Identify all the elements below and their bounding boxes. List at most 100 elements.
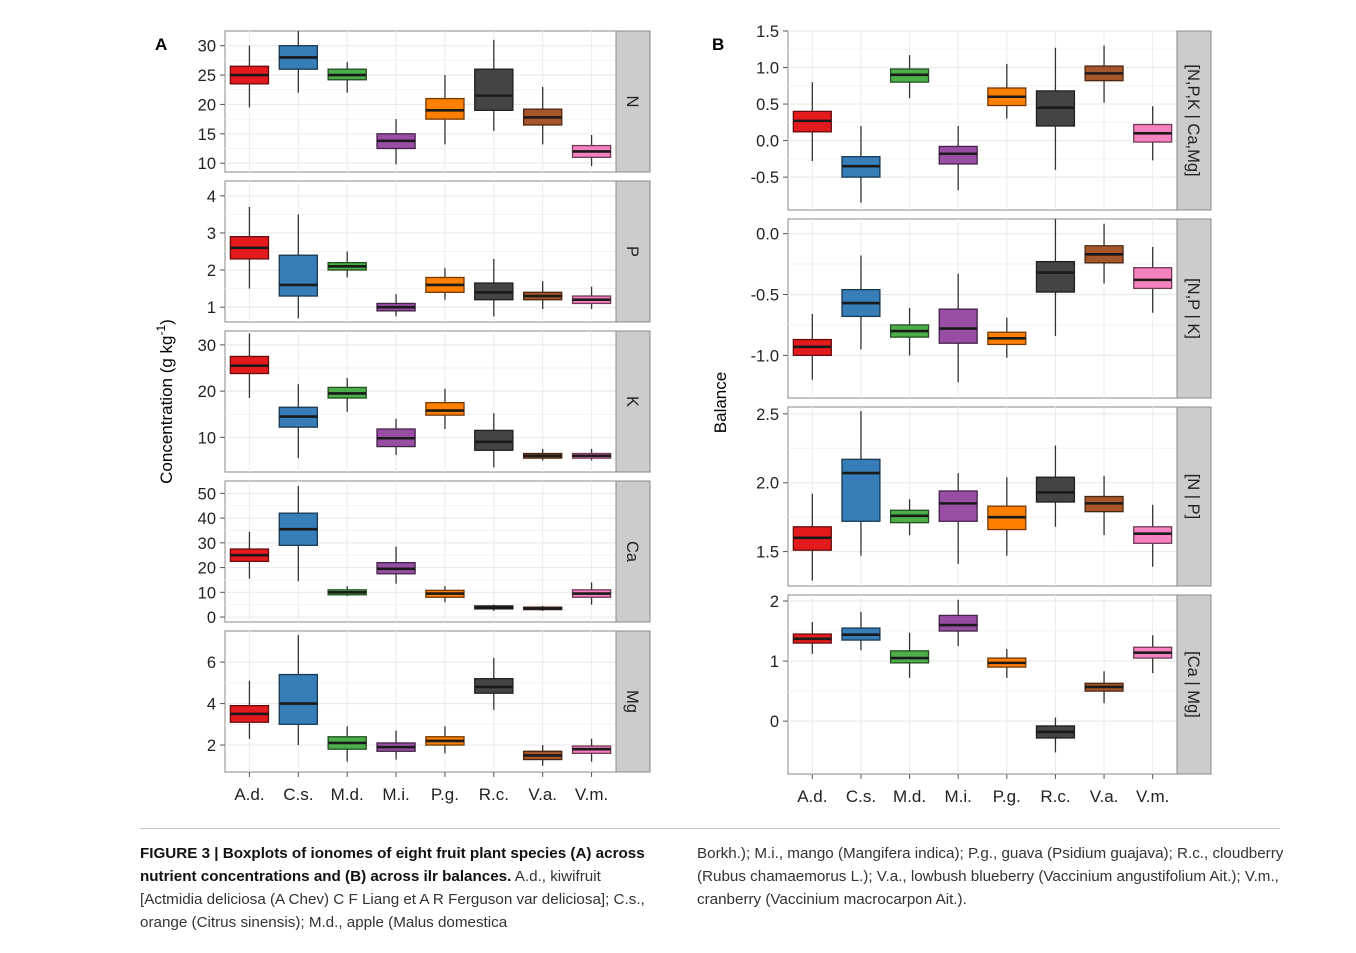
facet-strip-label: Mg [623, 690, 641, 713]
y-tick-label: 10 [198, 155, 216, 173]
box-body [425, 402, 465, 416]
facet-3: 0 1 2 [Ca | Mg] [770, 593, 1212, 775]
box-M.i. [376, 730, 416, 760]
box-V.a. [522, 745, 563, 766]
box-A.d. [229, 680, 270, 739]
facet-strip [1176, 30, 1212, 211]
box-C.s. [278, 214, 319, 319]
box-M.d. [327, 378, 367, 412]
x-tick-label: A.d. [797, 787, 827, 806]
box-R.c. [474, 258, 514, 317]
box-R.c. [1035, 445, 1076, 527]
box-R.c. [1035, 47, 1076, 170]
facet-panel [787, 30, 1178, 211]
y-tick-label: -0.5 [751, 286, 779, 304]
x-tick-label: V.a. [528, 785, 557, 804]
box-A.d. [229, 333, 270, 399]
box-M.d. [327, 251, 367, 278]
facet-strip-label: Ca [623, 541, 641, 563]
box-R.c. [474, 657, 514, 710]
caption-label: FIGURE 3 | Boxplots of ionomes of eight … [140, 845, 645, 885]
box-V.m. [571, 738, 612, 762]
facet-2: 10 20 30 K [198, 330, 651, 473]
facet-strip [615, 630, 651, 773]
y-tick-label: 6 [207, 654, 216, 672]
box-body [938, 145, 978, 165]
box-A.d. [792, 622, 832, 654]
box-C.s. [841, 611, 881, 651]
box-V.a. [1084, 223, 1124, 284]
box-V.m. [571, 582, 612, 605]
box-R.c. [1035, 219, 1076, 336]
facet-strip-label: P [623, 246, 641, 257]
y-tick-label: 2.5 [756, 406, 779, 424]
box-M.i. [376, 294, 416, 317]
box-P.g. [987, 317, 1027, 358]
x-tick-label: P.g. [431, 785, 459, 804]
facet-strip-label: [N,P,K | Ca,Mg] [1184, 64, 1202, 176]
facet-strip-label: [N | P] [1184, 474, 1202, 520]
box-V.m. [1133, 635, 1173, 674]
box-M.i. [938, 473, 978, 564]
y-tick-label: 15 [198, 126, 216, 144]
panel-label: B [712, 35, 724, 54]
box-A.d. [229, 206, 270, 289]
box-P.g. [425, 388, 465, 430]
y-tick-label: 4 [207, 188, 216, 206]
box-V.a. [522, 281, 563, 310]
facet-strip [1176, 406, 1212, 587]
box-C.s. [841, 411, 881, 556]
facet-panel [224, 330, 617, 473]
y-tick-label: 20 [198, 383, 216, 401]
box-M.d. [889, 632, 930, 678]
box-R.c. [474, 39, 514, 131]
box-M.d. [889, 307, 930, 356]
x-tick-label: R.c. [479, 785, 509, 804]
y-tick-label: 0.0 [756, 226, 779, 244]
panel-label: A [155, 35, 167, 54]
facet-strip [615, 30, 651, 173]
y-tick-label: -0.5 [751, 169, 779, 187]
box-M.i. [376, 119, 416, 165]
y-tick-label: 50 [198, 485, 216, 503]
box-M.d. [327, 586, 367, 597]
y-tick-label: 0 [770, 713, 779, 731]
box-A.d. [792, 493, 832, 581]
box-M.d. [889, 55, 930, 99]
x-tick-label: V.m. [575, 785, 608, 804]
box-body [938, 614, 978, 632]
facet-strip [615, 480, 651, 623]
box-C.s. [278, 31, 319, 93]
y-tick-label: 1 [770, 653, 779, 671]
x-tick-label: P.g. [993, 787, 1021, 806]
box-body [1133, 526, 1173, 544]
x-tick-label: M.d. [893, 787, 926, 806]
y-axis-label-exponent: -1 [154, 324, 168, 335]
caption-right-column: Borkh.); M.i., mango (Mangifera indica);… [697, 842, 1287, 911]
y-tick-label: 30 [198, 535, 216, 553]
facet-2: 1.5 2.0 2.5 [N | P] [756, 406, 1212, 587]
facet-1: -1.0 -0.5 0.0 [N,P | K] [751, 218, 1212, 399]
box-M.i. [938, 599, 978, 647]
facet-strip-label: N [623, 96, 641, 108]
facet-3: 0 10 20 30 40 50 Ca [198, 480, 651, 627]
box-V.a. [1084, 475, 1124, 536]
box-V.a. [522, 86, 563, 145]
facet-strip-label: K [623, 396, 641, 407]
box-P.g. [987, 649, 1027, 678]
facet-strip [615, 330, 651, 473]
y-tick-label: 10 [198, 429, 216, 447]
y-tick-label: 1.5 [756, 23, 779, 41]
box-M.d. [889, 499, 930, 536]
y-tick-label: 10 [198, 584, 216, 602]
box-A.d. [229, 45, 270, 108]
facet-0: 10 15 20 25 30 N [198, 30, 651, 173]
facet-panel [224, 480, 617, 623]
box-C.s. [841, 125, 881, 203]
caption-divider [140, 828, 1280, 829]
y-tick-label: 30 [198, 337, 216, 355]
box-A.d. [792, 313, 832, 380]
box-C.s. [278, 384, 319, 459]
